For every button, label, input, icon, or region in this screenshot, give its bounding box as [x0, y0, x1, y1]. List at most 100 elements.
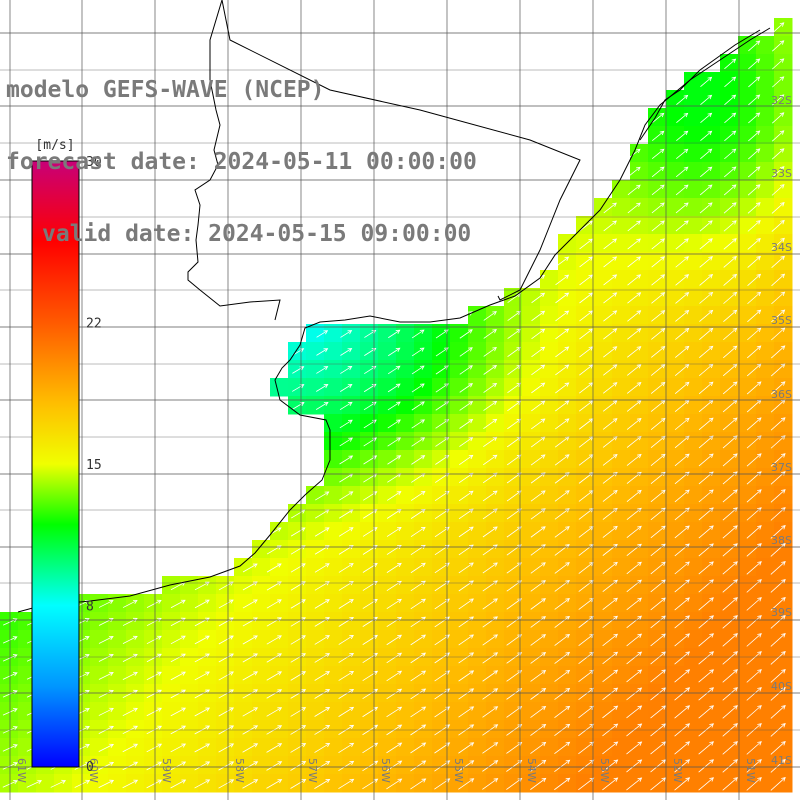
wind-speed-cell [702, 522, 721, 541]
wind-arrow [722, 417, 738, 431]
coastline-atlantic [17, 27, 771, 613]
wind-speed-cell [756, 234, 775, 253]
wind-speed-cell [378, 702, 397, 721]
wind-speed-cell [342, 774, 361, 793]
wind-arrow [386, 562, 402, 573]
wind-arrow [579, 346, 594, 358]
wind-arrow [746, 579, 762, 593]
wind-speed-cell [342, 702, 361, 721]
wind-speed-cell [342, 558, 361, 577]
wind-speed-cell [468, 540, 487, 559]
wind-speed-cell [540, 702, 559, 721]
wind-arrow [387, 437, 402, 447]
wind-arrow [98, 689, 114, 698]
wind-speed-cell [630, 144, 649, 163]
wind-speed-cell [414, 648, 433, 667]
wind-speed-cell [360, 414, 379, 433]
wind-speed-cell [324, 396, 343, 415]
wind-speed-cell [324, 504, 343, 523]
wind-speed-cell [432, 702, 451, 721]
wind-speed-cell [414, 432, 433, 451]
wind-speed-cell [162, 720, 181, 739]
wind-arrow [722, 561, 738, 575]
wind-speed-cell [774, 216, 793, 235]
wind-speed-cell [360, 630, 379, 649]
wind-arrow [555, 274, 570, 286]
wind-arrow [338, 653, 355, 663]
wind-arrow [459, 365, 473, 375]
wind-speed-cell [360, 468, 379, 487]
wind-arrow [458, 778, 475, 790]
wind-speed-cell [342, 648, 361, 667]
wind-speed-cell [558, 270, 577, 289]
wind-arrow [458, 562, 474, 574]
border-line [221, 0, 581, 301]
wind-arrow [266, 689, 283, 699]
wind-speed-cell [306, 396, 325, 415]
wind-speed-cell [342, 450, 361, 469]
latitude-label: 39S [771, 606, 792, 619]
wind-speed-cell [558, 666, 577, 685]
wind-arrow [459, 454, 474, 465]
wind-speed-cell [522, 468, 541, 487]
wind-speed-cell [666, 486, 685, 505]
wind-speed-cell [396, 774, 415, 793]
wind-speed-cell [648, 162, 667, 181]
longitude-label: 61W [15, 758, 28, 783]
wind-speed-cell [612, 306, 631, 325]
wind-speed-cell [594, 288, 613, 307]
wind-arrow [362, 563, 378, 573]
wind-speed-cell [234, 594, 253, 613]
wind-arrow [122, 671, 138, 680]
wind-speed-cell [738, 702, 757, 721]
wind-speed-cell [738, 234, 757, 253]
wind-arrow [507, 328, 522, 339]
wind-arrow [530, 490, 546, 502]
wind-speed-cell [450, 612, 469, 631]
wind-arrow [771, 237, 785, 250]
wind-arrow [770, 561, 786, 575]
wind-arrow [699, 220, 713, 232]
wind-speed-cell [738, 180, 757, 199]
wind-speed-cell [558, 540, 577, 559]
wind-speed-cell [396, 702, 415, 721]
wind-speed-cell [702, 432, 721, 451]
wind-speed-cell [594, 450, 613, 469]
wind-speed-cell [540, 738, 559, 757]
wind-speed-cell [0, 648, 19, 667]
wind-speed-cell [90, 612, 109, 631]
wind-arrow [290, 563, 306, 573]
wind-arrow [603, 364, 618, 376]
wind-speed-cell [630, 360, 649, 379]
wind-speed-cell [306, 666, 325, 685]
wind-speed-cell [522, 306, 541, 325]
wind-speed-cell [342, 414, 361, 433]
wind-speed-cell [576, 414, 595, 433]
wind-speed-cell [558, 594, 577, 613]
wind-speed-cell [540, 450, 559, 469]
wind-speed-cell [468, 522, 487, 541]
wind-arrow [411, 419, 425, 429]
wind-arrow [242, 671, 258, 681]
wind-arrow [626, 741, 643, 755]
wind-speed-cell [396, 720, 415, 739]
wind-arrow [699, 345, 714, 359]
wind-speed-cell [378, 450, 397, 469]
wind-speed-cell [666, 216, 685, 235]
wind-arrow [626, 400, 642, 412]
wind-speed-cell [144, 738, 163, 757]
wind-arrow [316, 330, 329, 338]
wind-speed-cell [288, 342, 307, 361]
wind-speed-cell [612, 630, 631, 649]
wind-arrow [458, 688, 475, 700]
wind-arrow [362, 778, 379, 790]
wind-arrow [458, 652, 475, 664]
wind-speed-cell [306, 486, 325, 505]
wind-arrow [194, 671, 210, 681]
wind-speed-cell [702, 540, 721, 559]
wind-speed-cell [774, 54, 793, 73]
wind-speed-cell [630, 738, 649, 757]
wind-speed-cell [0, 720, 19, 739]
wind-arrow [411, 437, 426, 447]
wind-speed-cell [666, 234, 685, 253]
